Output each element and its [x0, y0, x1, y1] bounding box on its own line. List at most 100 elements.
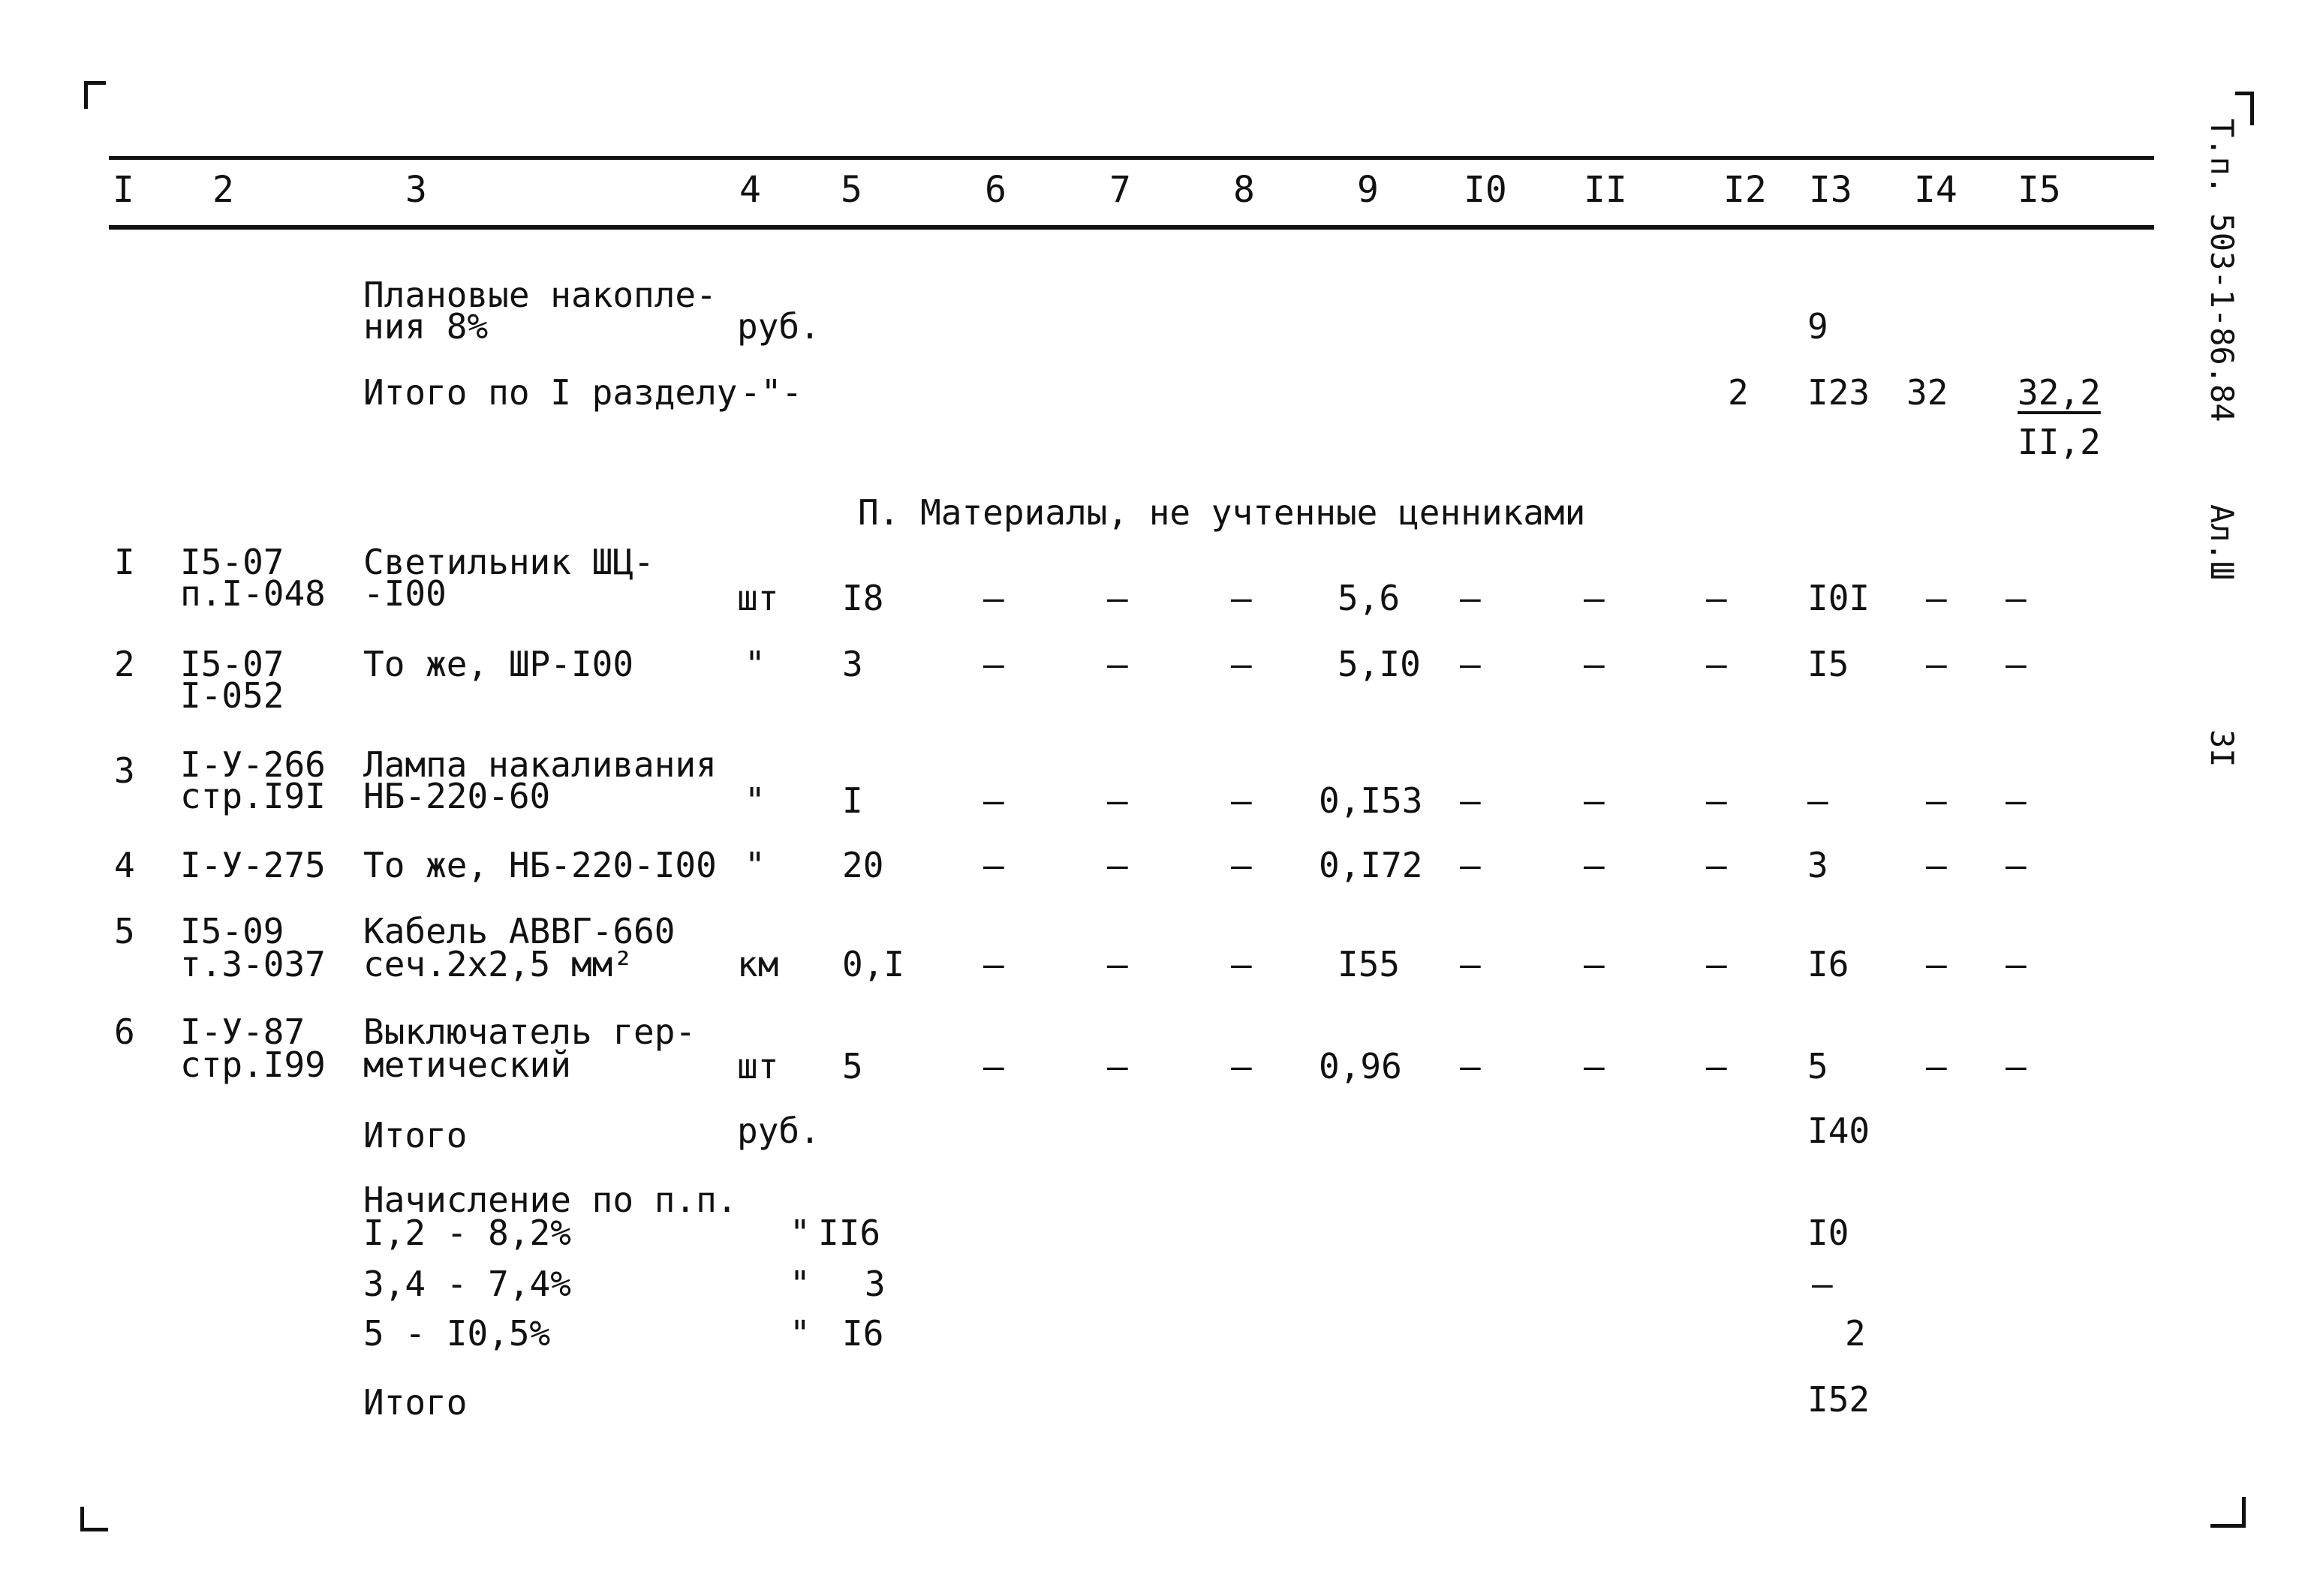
col-header-14: I4 [1914, 169, 1957, 211]
row1-name-line2: -I00 [363, 573, 447, 614]
accrual3-col13: 2 [1845, 1313, 1866, 1354]
corner-top-left [84, 81, 106, 109]
row4-col11: – [1584, 845, 1605, 885]
row2-col11: – [1584, 644, 1605, 684]
row1-qty: I8 [842, 578, 884, 618]
row4-name-line1: То же, НБ-220-I00 [363, 845, 717, 885]
row3-col9: 0,I53 [1319, 780, 1423, 821]
accrual3-unit: " [790, 1313, 811, 1354]
row6-col12: – [1706, 1046, 1727, 1087]
section1-total-col12: 2 [1728, 372, 1749, 413]
row2-code-line1: I5-07 [180, 644, 284, 684]
row1-col14: – [1926, 578, 1947, 618]
section1-total-unit: -"- [740, 372, 803, 413]
accrual1-base: II6 [818, 1213, 881, 1253]
accrual1-col13: I0 [1807, 1213, 1849, 1253]
row5-col14: – [1926, 944, 1947, 984]
row5-col9: I55 [1338, 944, 1401, 984]
row5-unit: км [737, 944, 779, 984]
row3-col10: – [1460, 780, 1481, 821]
col-header-15: I5 [2018, 169, 2061, 211]
row6-number: 6 [114, 1011, 135, 1052]
row2-qty: 3 [842, 644, 863, 684]
itogo2-col13: I52 [1807, 1379, 1870, 1420]
row1-code-line2: п.I-048 [180, 573, 326, 614]
row1-col15: – [2006, 578, 2027, 618]
row4-col14: – [1926, 845, 1947, 885]
section1-total-col13: I23 [1807, 372, 1870, 413]
col-header-10: I0 [1464, 169, 1507, 211]
corner-top-right [2235, 92, 2254, 125]
row2-col15: – [2006, 644, 2027, 684]
row5-col15: – [2006, 944, 2027, 984]
side-album: Ал.Ш [2204, 504, 2240, 581]
row4-col8: – [1231, 845, 1252, 885]
section1-total-col15-top: 32,2 [2018, 372, 2101, 413]
row3-col13: – [1807, 780, 1828, 821]
row3-name-line2: НБ-220-60 [363, 776, 551, 816]
row4-col10: – [1460, 845, 1481, 885]
row4-unit: " [745, 845, 766, 885]
col-header-11: II [1584, 169, 1627, 211]
section-title: П. Материалы, не учтенные ценниками [858, 492, 1586, 533]
row3-number: 3 [114, 750, 135, 791]
row1-col10: – [1460, 578, 1481, 618]
row2-col9: 5,I0 [1338, 644, 1421, 684]
accrual-heading: Начисление по п.п. [363, 1180, 738, 1220]
col-header-13: I3 [1809, 169, 1852, 211]
row3-col12: – [1706, 780, 1727, 821]
row6-name-line2: метический [363, 1044, 571, 1085]
row1-col12: – [1706, 578, 1727, 618]
section1-total-label: Итого по I разделу [363, 372, 738, 413]
row4-col9: 0,I72 [1319, 845, 1423, 885]
row2-code-line2: I-052 [180, 675, 284, 716]
col-header-1: I [113, 169, 134, 211]
row3-col7: – [1107, 780, 1128, 821]
row4-col12: – [1706, 845, 1727, 885]
header-bottom-rule [109, 225, 2154, 230]
row3-code-line2: стр.I9I [180, 776, 326, 816]
itogo1-col13: I40 [1807, 1111, 1870, 1151]
row3-col14: – [1926, 780, 1947, 821]
col-header-5: 5 [841, 169, 862, 211]
row2-col13: I5 [1807, 644, 1849, 684]
row5-col10: – [1460, 944, 1481, 984]
row5-name-line1: Кабель АВВГ-660 [363, 911, 676, 951]
row3-unit: " [745, 780, 766, 821]
planned-col13: 9 [1807, 306, 1828, 347]
row6-name-line1: Выключатель гер- [363, 1011, 697, 1052]
row5-col8: – [1231, 944, 1252, 984]
row5-col13: I6 [1807, 944, 1849, 984]
row3-code-line1: I-У-266 [180, 744, 326, 785]
section1-total-col14: 32 [1906, 372, 1948, 413]
col-header-7: 7 [1109, 169, 1131, 211]
side-doc-code: Т.п. 503-1-86.84 [2204, 119, 2240, 422]
row1-name-line1: Светильник ШЦ- [363, 542, 654, 582]
col-header-8: 8 [1233, 169, 1255, 211]
row5-col11: – [1584, 944, 1605, 984]
row6-col8: – [1231, 1046, 1252, 1087]
planned-label-line2: ния 8% [363, 306, 489, 347]
row3-col11: – [1584, 780, 1605, 821]
row1-number: I [114, 542, 135, 582]
row1-col11: – [1584, 578, 1605, 618]
row4-col6: – [983, 845, 1004, 885]
row2-col7: – [1107, 644, 1128, 684]
row3-col6: – [983, 780, 1004, 821]
row5-col12: – [1706, 944, 1727, 984]
accrual3-base: I6 [842, 1313, 884, 1354]
row3-col15: – [2006, 780, 2027, 821]
row3-col8: – [1231, 780, 1252, 821]
row6-col6: – [983, 1046, 1004, 1087]
row2-unit: " [745, 644, 766, 684]
itogo1-label: Итого [363, 1115, 468, 1156]
row5-code-line2: т.3-037 [180, 944, 326, 984]
row5-qty: 0,I [842, 944, 905, 984]
accrual2-col13: – [1812, 1264, 1833, 1304]
row3-name-line1: Лампа накаливания [363, 744, 717, 785]
row6-qty: 5 [842, 1046, 863, 1087]
row4-col13: 3 [1807, 845, 1828, 885]
row6-code-line1: I-У-87 [180, 1011, 305, 1052]
row5-number: 5 [114, 911, 135, 951]
